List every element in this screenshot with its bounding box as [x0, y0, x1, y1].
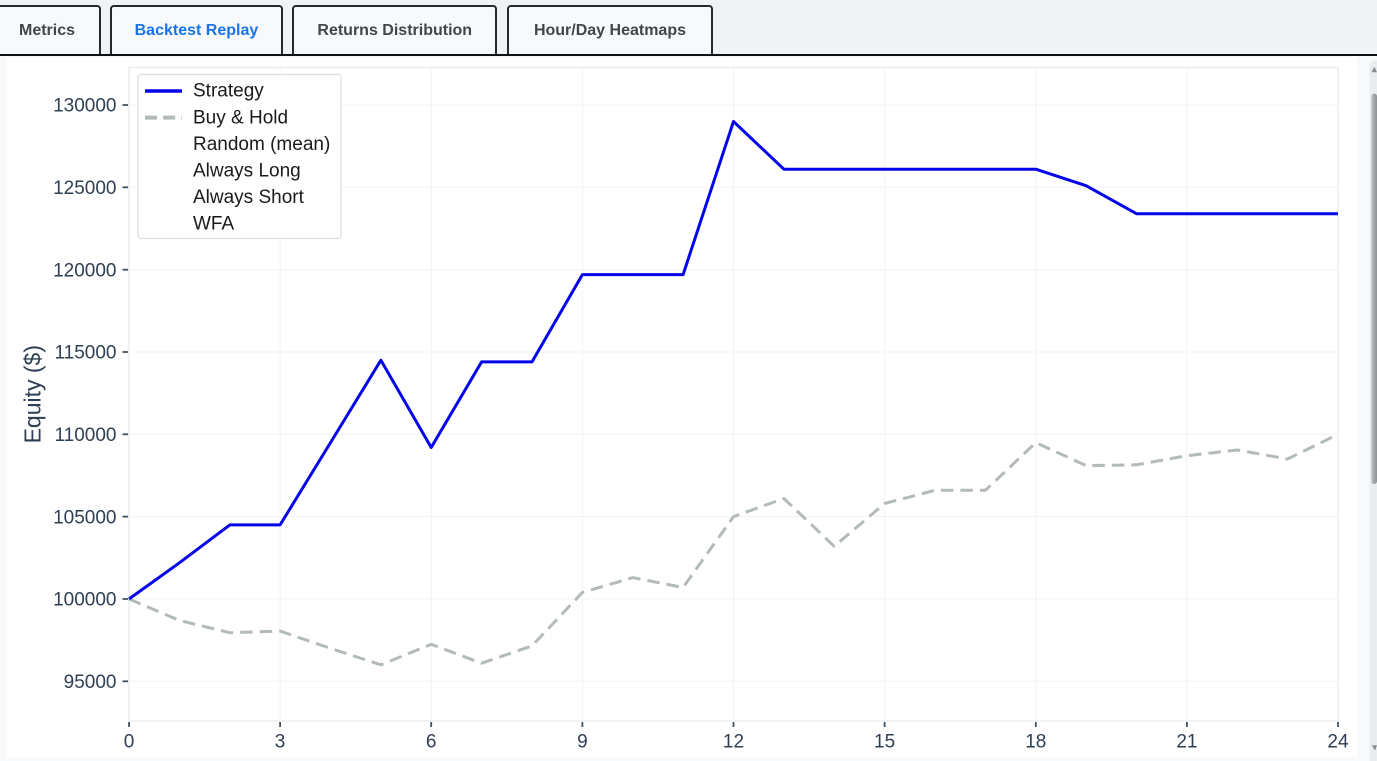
- svg-text:110000: 110000: [55, 425, 117, 446]
- svg-text:130000: 130000: [53, 95, 116, 116]
- svg-text:3: 3: [275, 731, 286, 752]
- svg-text:24: 24: [1327, 731, 1349, 752]
- svg-text:115000: 115000: [55, 342, 117, 363]
- svg-text:Always Short: Always Short: [193, 187, 305, 208]
- svg-text:6: 6: [426, 731, 437, 752]
- svg-text:105000: 105000: [53, 507, 116, 528]
- svg-text:Strategy: Strategy: [193, 80, 264, 101]
- svg-text:Buy & Hold: Buy & Hold: [193, 107, 288, 128]
- svg-text:12: 12: [723, 731, 744, 752]
- svg-text:125000: 125000: [53, 178, 116, 199]
- svg-text:21: 21: [1176, 731, 1197, 752]
- svg-text:15: 15: [874, 731, 895, 752]
- svg-text:0: 0: [124, 731, 135, 752]
- svg-text:Random (mean): Random (mean): [193, 133, 330, 154]
- svg-text:18: 18: [1025, 731, 1046, 752]
- svg-text:95000: 95000: [64, 672, 117, 693]
- svg-text:100000: 100000: [53, 589, 116, 610]
- svg-text:Always Long: Always Long: [193, 160, 301, 181]
- svg-text:120000: 120000: [53, 260, 116, 281]
- svg-text:Equity ($): Equity ($): [20, 344, 46, 442]
- svg-text:WFA: WFA: [193, 213, 234, 234]
- svg-text:9: 9: [577, 731, 588, 752]
